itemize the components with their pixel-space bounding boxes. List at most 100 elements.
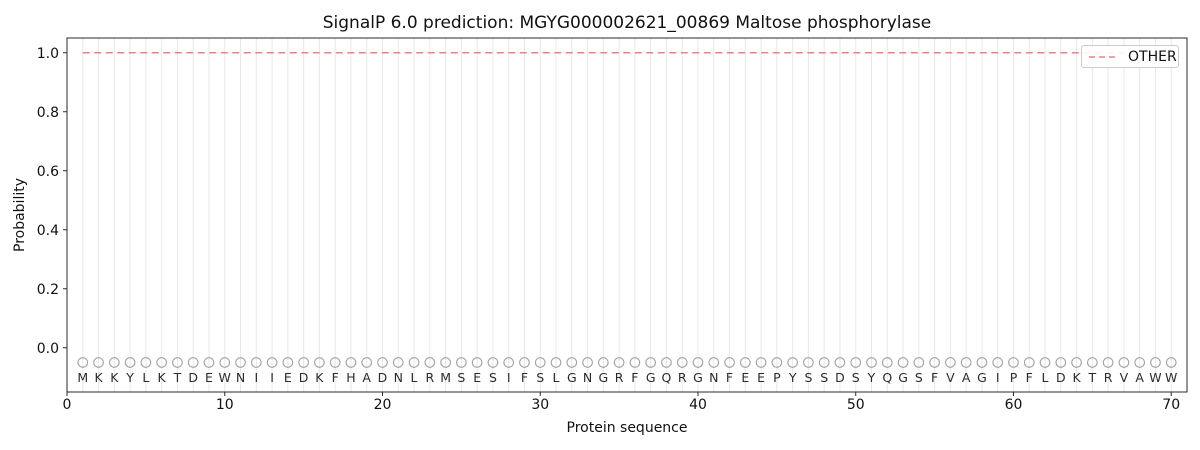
residue-marker [566, 357, 578, 368]
residue-letter: F [332, 370, 339, 385]
residue-letter: G [646, 370, 656, 385]
residue-letter: D [299, 370, 309, 385]
residue-marker [1118, 357, 1130, 368]
residue-letter: F [726, 370, 733, 385]
plot-title: SignalP 6.0 prediction: MGYG000002621_00… [322, 13, 932, 33]
residue-marker [629, 357, 641, 368]
residue-letter: I [254, 370, 258, 385]
residue-letter: M [440, 370, 451, 385]
residue-letter: F [1026, 370, 1033, 385]
residue-letter: D [188, 370, 198, 385]
residue-letter: N [583, 370, 592, 385]
x-tick-label: 0 [63, 397, 72, 413]
residue-marker [298, 357, 309, 368]
residue-marker [913, 357, 925, 368]
residue-marker [866, 357, 877, 368]
residue-letter: G [598, 370, 608, 385]
residue-marker [408, 357, 420, 368]
residue-letter: N [709, 370, 718, 385]
residue-letter: W [219, 370, 231, 385]
residue-marker [519, 357, 530, 368]
residue-marker [1039, 357, 1051, 368]
residue-marker [156, 357, 167, 368]
residue-letter: S [489, 370, 497, 385]
residue-letter: K [158, 370, 167, 385]
residue-marker [708, 357, 720, 368]
x-tick-label: 30 [531, 397, 549, 413]
residue-marker [108, 357, 120, 368]
legend-label: OTHER [1128, 48, 1177, 65]
residue-marker [1008, 357, 1019, 368]
residue-marker [960, 357, 972, 368]
residue-letter: V [1120, 370, 1129, 385]
residue-marker [392, 357, 404, 368]
residue-marker [1150, 357, 1161, 368]
residue-marker [692, 357, 704, 368]
residue-marker [661, 357, 672, 368]
residue-marker [456, 357, 467, 368]
residue-marker [124, 357, 136, 368]
residue-letter: S [915, 370, 923, 385]
residue-marker [266, 357, 278, 368]
residue-letter: A [962, 370, 971, 385]
residue-marker [93, 357, 104, 368]
plot-frame [66, 37, 1188, 393]
residue-letter: F [631, 370, 638, 385]
residue-letter: T [173, 370, 182, 385]
residue-marker [803, 357, 814, 368]
residue-marker [250, 357, 262, 368]
residue-letter: L [142, 370, 149, 385]
residue-marker [424, 357, 436, 368]
y-tick-label: 0.4 [37, 223, 59, 239]
residue-marker [582, 357, 593, 368]
residue-letter: D [1056, 370, 1066, 385]
x-tick-label: 70 [1162, 397, 1180, 413]
residue-letter: Y [788, 370, 797, 385]
residue-letter: N [394, 370, 403, 385]
x-tick-label: 20 [374, 397, 392, 413]
residue-letter: E [741, 370, 749, 385]
y-tick-label: 1.0 [37, 46, 59, 62]
residue-letter: V [946, 370, 955, 385]
residue-marker [219, 357, 231, 368]
residue-marker [140, 357, 152, 368]
residue-marker [881, 357, 893, 368]
residue-marker [645, 357, 657, 368]
residue-letter: G [567, 370, 577, 385]
residue-marker [235, 357, 246, 368]
residue-letter: R [615, 370, 624, 385]
residue-letter: K [315, 370, 324, 385]
residue-marker [1134, 357, 1146, 368]
residue-marker [282, 357, 294, 368]
x-tick-label: 40 [689, 397, 707, 413]
residue-marker [203, 357, 215, 368]
residue-letter: N [236, 370, 245, 385]
x-tick-label: 50 [847, 397, 865, 413]
residue-marker [487, 357, 499, 368]
residue-marker [818, 357, 830, 368]
residue-marker [172, 357, 183, 368]
residue-letter: Q [662, 370, 672, 385]
residue-letter: E [205, 370, 213, 385]
residue-letter: E [284, 370, 292, 385]
residue-marker [1071, 357, 1082, 368]
residue-letter: S [457, 370, 465, 385]
residue-letter: P [1010, 370, 1018, 385]
residue-marker [739, 357, 751, 368]
y-tick-label: 0.2 [37, 282, 59, 298]
residue-marker [1102, 357, 1114, 368]
residue-letter: A [362, 370, 371, 385]
residue-marker [676, 357, 688, 368]
residue-letter: Q [882, 370, 892, 385]
x-tick-label: 10 [216, 397, 234, 413]
residue-letter: E [757, 370, 765, 385]
residue-marker [361, 357, 373, 368]
residue-letter: W [1165, 370, 1177, 385]
residue-letter: I [270, 370, 274, 385]
residue-letter: A [1135, 370, 1144, 385]
residue-letter: Y [125, 370, 134, 385]
residue-marker [440, 357, 451, 368]
residue-letter: Y [867, 370, 876, 385]
residue-marker [187, 357, 199, 368]
residue-marker [471, 357, 483, 368]
